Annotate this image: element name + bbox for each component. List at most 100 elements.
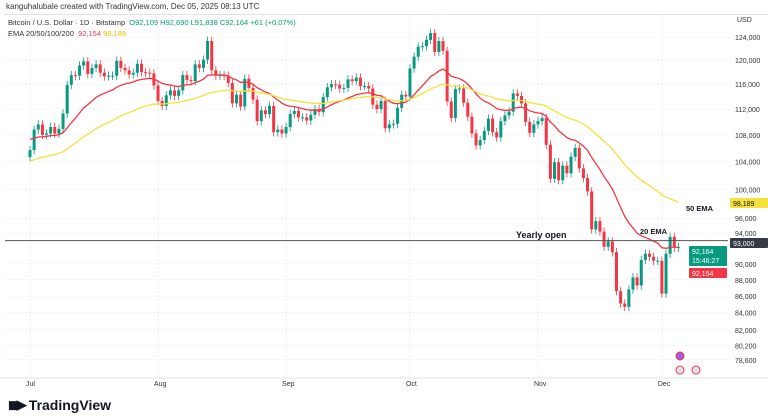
candle xyxy=(536,121,540,125)
candle xyxy=(602,231,606,247)
candle xyxy=(449,101,453,118)
candle xyxy=(210,41,214,71)
candle xyxy=(255,99,259,122)
candle xyxy=(643,253,647,260)
candle xyxy=(276,129,280,133)
candle xyxy=(453,89,457,118)
candle xyxy=(73,75,77,77)
ema50-line xyxy=(29,83,679,203)
candle xyxy=(140,63,144,73)
candle xyxy=(65,84,69,114)
candle xyxy=(226,75,230,83)
y-tick-label: 104,000 xyxy=(735,160,760,167)
candle xyxy=(230,82,234,104)
candle xyxy=(503,115,507,122)
y-tick-label: 78,600 xyxy=(735,358,757,365)
y-tick-label: 100,000 xyxy=(735,187,760,194)
candle xyxy=(474,133,478,146)
candle xyxy=(268,105,272,115)
y-tick-label: 90,000 xyxy=(735,262,757,269)
candle xyxy=(342,87,346,89)
candle xyxy=(519,95,523,104)
x-tick-label: Nov xyxy=(534,381,547,388)
candle xyxy=(610,241,614,253)
legend-close: C92,164 xyxy=(219,18,249,27)
y-tick-label: 88,000 xyxy=(735,278,757,285)
candle xyxy=(672,236,676,248)
event-icon[interactable] xyxy=(675,351,685,361)
legend-symbol[interactable]: Bitcoin / U.S. Dollar · 1D · Bitstamp xyxy=(8,18,126,27)
y-tick-label: 120,000 xyxy=(735,58,760,65)
legend-open: O92,109 xyxy=(129,18,159,27)
y-tick-label: 82,000 xyxy=(735,328,757,335)
candle xyxy=(201,59,205,68)
y-tick-label: 108,000 xyxy=(735,133,760,140)
candle xyxy=(416,46,420,57)
candle xyxy=(131,72,135,75)
yearly-open-label: Yearly open xyxy=(516,230,567,240)
candle xyxy=(49,126,53,134)
y-tick-label: 112,000 xyxy=(735,107,760,114)
yearly-open-price-tag: 93,000 xyxy=(733,241,755,248)
yearly-open-price-tag-bg xyxy=(730,238,768,248)
candle xyxy=(528,121,532,133)
candle xyxy=(119,60,123,68)
candle xyxy=(540,117,544,122)
candle xyxy=(639,259,643,286)
candle xyxy=(185,75,189,80)
candle xyxy=(470,116,474,134)
legend-ema-label[interactable]: EMA 20/50/100/200 xyxy=(8,29,74,38)
x-tick-label: Dec xyxy=(658,381,671,388)
candle xyxy=(387,124,391,129)
us-flag-icon[interactable] xyxy=(675,365,685,375)
candle xyxy=(32,129,36,151)
candle xyxy=(301,117,305,119)
candle xyxy=(102,72,106,77)
candle xyxy=(251,87,255,100)
ema20-label: 20 EMA xyxy=(640,227,668,236)
candle xyxy=(272,105,276,133)
tradingview-logo[interactable]: ◼▶ TradingView xyxy=(8,397,111,413)
candle xyxy=(193,64,197,82)
candle xyxy=(594,221,598,230)
candle xyxy=(61,113,65,129)
candle xyxy=(379,100,383,110)
legend-change: +61 (+0.07%) xyxy=(250,18,296,27)
candle xyxy=(623,303,627,307)
candle xyxy=(354,77,358,82)
candle xyxy=(243,78,247,107)
candle xyxy=(53,126,57,134)
y-tick-label: 116,000 xyxy=(735,82,760,89)
candle xyxy=(569,156,573,174)
last-price-tag-bg xyxy=(689,246,727,266)
candle xyxy=(313,109,317,115)
candle xyxy=(358,77,362,87)
candle xyxy=(614,252,618,292)
candle xyxy=(565,165,569,174)
candle xyxy=(482,130,486,141)
candle xyxy=(36,124,40,130)
candle xyxy=(69,75,73,85)
candle xyxy=(462,88,466,103)
legend: Bitcoin / U.S. Dollar · 1D · Bitstamp O9… xyxy=(8,17,296,39)
candle xyxy=(325,87,329,98)
candle xyxy=(458,88,462,90)
candle xyxy=(214,70,218,76)
candle xyxy=(197,64,201,68)
candle xyxy=(635,277,639,286)
legend-low: L91,838 xyxy=(190,18,218,27)
candle xyxy=(627,289,631,307)
us-flag-icon[interactable] xyxy=(691,365,701,375)
candle xyxy=(239,94,243,107)
candle xyxy=(57,128,61,134)
candle xyxy=(86,61,90,74)
candle xyxy=(263,110,267,115)
ema20-price-tag-bg xyxy=(689,268,727,278)
candle xyxy=(495,132,499,138)
candle xyxy=(383,100,387,129)
candle xyxy=(648,253,651,257)
candle xyxy=(173,90,177,96)
candle xyxy=(404,94,408,97)
ema50-price-tag: 98,189 xyxy=(733,201,755,208)
